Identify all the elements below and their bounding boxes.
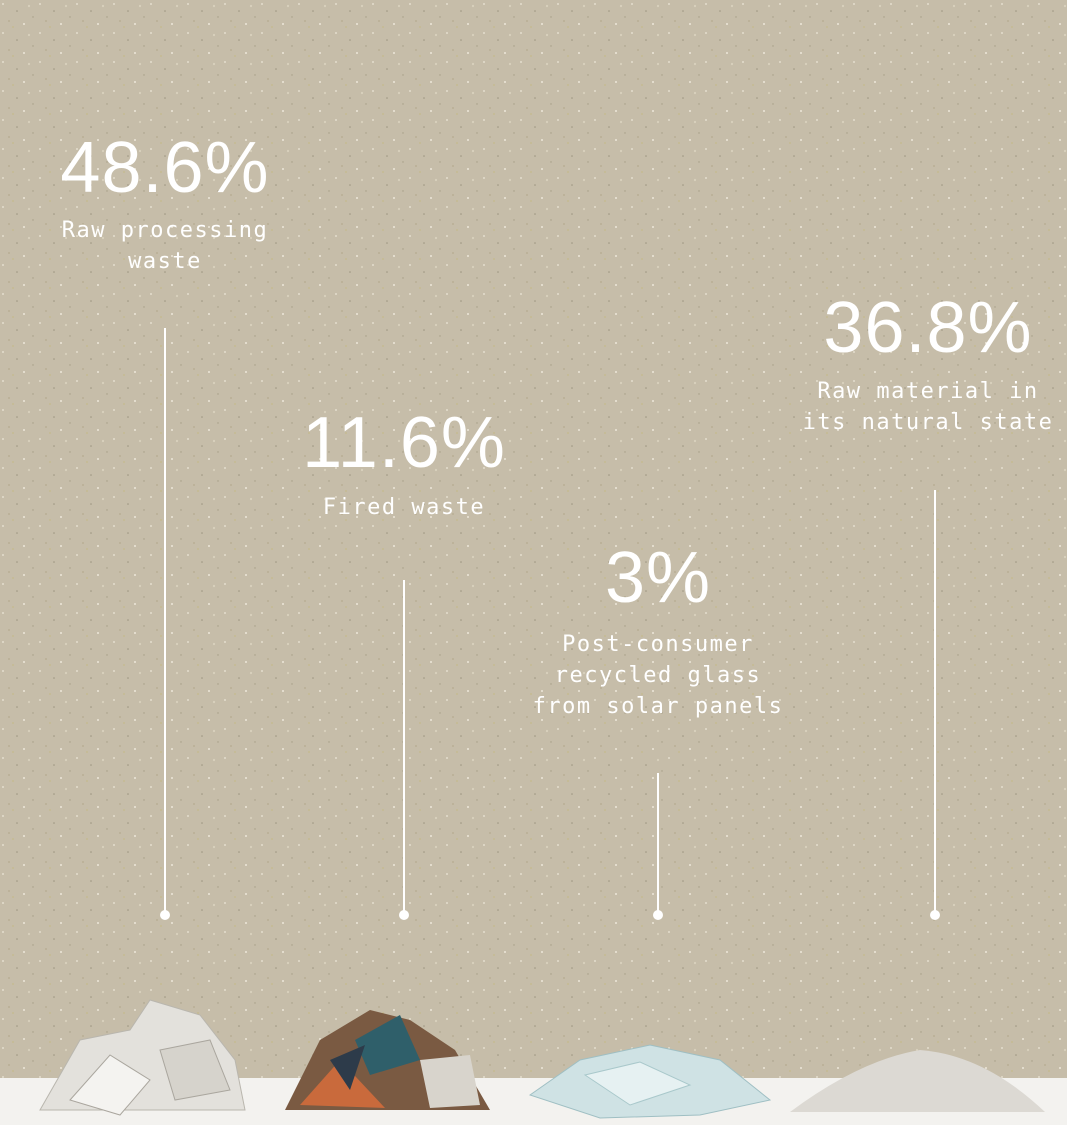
stat-value: 11.6% — [254, 407, 554, 479]
stat-label: its natural state — [778, 407, 1067, 438]
stat-value: 48.6% — [15, 132, 315, 204]
stat-value: 36.8% — [778, 292, 1067, 364]
leader-dot — [653, 910, 663, 920]
stat-label: Raw material in — [778, 376, 1067, 407]
stat-label: Raw processing — [15, 215, 315, 246]
leader-dot — [930, 910, 940, 920]
stat-label: Post-consumer — [508, 629, 808, 660]
stat-value: 3% — [508, 542, 808, 614]
stat-label: recycled glass — [508, 660, 808, 691]
leader-dot — [160, 910, 170, 920]
leader-dot — [399, 910, 409, 920]
stat-label: Fired waste — [254, 492, 554, 523]
stat-label: waste — [15, 246, 315, 277]
infographic: 48.6% Raw processingwaste 11.6% Fired waste… — [0, 0, 1067, 1125]
stat-label: from solar panels — [508, 691, 808, 722]
